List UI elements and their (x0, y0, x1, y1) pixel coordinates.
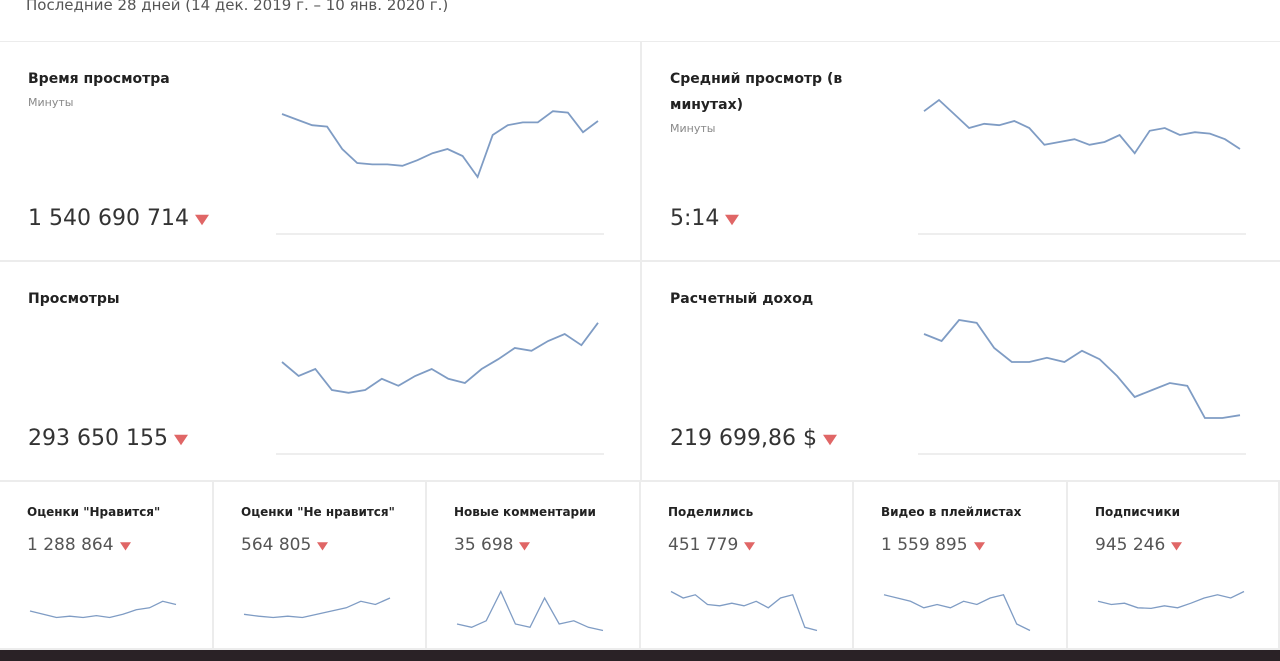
sparkline (883, 594, 1031, 632)
down-arrow-shape (744, 541, 756, 550)
trend-line (1097, 590, 1245, 610)
trend-line (923, 98, 1241, 155)
metric-value: 1 559 895 (881, 535, 985, 555)
trend-line (243, 597, 391, 619)
small-metric-card: Оценки "Нравится" 1 288 864 (0, 482, 212, 648)
value-text: 5:14 (670, 206, 720, 231)
trend-line (923, 319, 1241, 419)
metric-value: 1 288 864 (27, 535, 131, 555)
down-arrow (744, 541, 756, 550)
value-text: 35 698 (454, 535, 514, 555)
down-arrow (173, 434, 188, 446)
metric-value: 35 698 (454, 535, 531, 555)
down-arrow (725, 214, 740, 226)
card-title: Новые комментарии (454, 505, 596, 519)
card-title: Время просмотра (28, 71, 170, 87)
value-text: 293 650 155 (28, 426, 168, 451)
value-text: 1 288 864 (27, 535, 114, 555)
metric-value: 451 779 (668, 535, 756, 555)
metric-card: Время просмотра Минуты 1 540 690 714 (0, 42, 640, 260)
small-metric-card: Новые комментарии 35 698 (427, 482, 639, 648)
metric-card: Расчетный доход 219 699,86 $ (642, 262, 1280, 480)
sparkline (918, 319, 1246, 455)
down-arrow (519, 541, 531, 550)
down-arrow-shape (973, 541, 985, 550)
card-title: Средний просмотр (в минутах) (670, 71, 843, 113)
small-metric-card: Поделились 451 779 (641, 482, 852, 648)
period: Последние 28 дней (14 дек. 2019 г. – 10 … (26, 0, 449, 14)
card-title: Просмотры (28, 291, 120, 307)
metric-card: Просмотры 293 650 155 (0, 262, 640, 480)
sparkline (276, 322, 604, 455)
value-text: 219 699,86 $ (670, 426, 817, 451)
card-title: Поделились (668, 505, 754, 519)
down-arrow-shape (519, 541, 531, 550)
small-metric-card: Оценки "Не нравится" 564 805 (214, 482, 425, 648)
trend-line (456, 589, 604, 632)
metric-value: 1 540 690 714 (28, 206, 209, 231)
card-title: Оценки "Не нравится" (241, 505, 395, 519)
bottom-strip (0, 650, 1280, 661)
metric-card: Средний просмотр (в минутах) Минуты 5:14 (642, 42, 1280, 260)
trend-line (281, 322, 599, 394)
down-arrow-shape (822, 434, 837, 446)
value-text: 1 559 895 (881, 535, 968, 555)
down-arrow (194, 214, 209, 226)
sparkline (243, 597, 391, 619)
trend-line (883, 594, 1031, 632)
down-arrow (822, 434, 837, 446)
down-arrow-shape (119, 541, 131, 550)
metric-value: 293 650 155 (28, 426, 188, 451)
card-subtitle: Минуты (670, 122, 716, 135)
trend-line (29, 600, 177, 619)
down-arrow-shape (194, 214, 209, 226)
small-metric-card: Видео в плейлистах 1 559 895 (854, 482, 1066, 648)
down-arrow (973, 541, 985, 550)
down-arrow (317, 541, 329, 550)
metric-value: 219 699,86 $ (670, 426, 837, 451)
card-title: Оценки "Нравится" (27, 505, 161, 519)
sparkline (276, 110, 604, 235)
value-text: 945 246 (1095, 535, 1166, 555)
value-text: 564 805 (241, 535, 312, 555)
sparkline (918, 98, 1246, 235)
sparkline (29, 600, 177, 619)
card-title: Видео в плейлистах (881, 505, 1022, 519)
card-title: Подписчики (1095, 505, 1180, 519)
metric-value: 5:14 (670, 206, 740, 231)
trend-line (281, 110, 599, 179)
down-arrow-shape (725, 214, 740, 226)
sparkline (1097, 590, 1245, 610)
header: Последние 28 дней (14 дек. 2019 г. – 10 … (0, 0, 1280, 41)
value-text: 451 779 (668, 535, 739, 555)
sparkline (670, 590, 818, 632)
down-arrow-shape (317, 541, 329, 550)
metric-value: 945 246 (1095, 535, 1183, 555)
sparkline (456, 589, 604, 632)
card-subtitle: Минуты (28, 96, 74, 109)
trend-line (670, 590, 818, 632)
down-arrow (1171, 541, 1183, 550)
card-title: Расчетный доход (670, 291, 814, 307)
metric-value: 564 805 (241, 535, 329, 555)
small-metric-card: Подписчики 945 246 (1068, 482, 1278, 648)
down-arrow (119, 541, 131, 550)
value-text: 1 540 690 714 (28, 206, 189, 231)
down-arrow-shape (173, 434, 188, 446)
down-arrow-shape (1171, 541, 1183, 550)
